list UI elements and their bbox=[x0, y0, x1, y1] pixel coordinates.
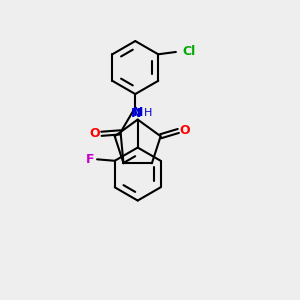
Text: N: N bbox=[131, 106, 141, 120]
Text: H: H bbox=[143, 108, 152, 118]
Text: F: F bbox=[86, 153, 95, 166]
Text: O: O bbox=[90, 127, 100, 140]
Text: Cl: Cl bbox=[182, 45, 196, 58]
Text: O: O bbox=[179, 124, 190, 137]
Text: N: N bbox=[132, 106, 143, 119]
